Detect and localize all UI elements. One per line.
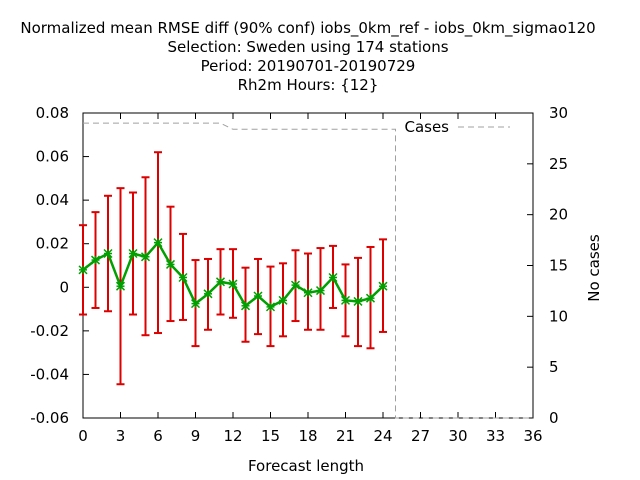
y-tick-label: 0 bbox=[59, 278, 69, 296]
data-point bbox=[115, 281, 126, 291]
y-tick-label: 0.06 bbox=[36, 148, 69, 166]
chart-title-line-1: Normalized mean RMSE diff (90% conf) iob… bbox=[20, 19, 595, 38]
x-tick-label: 9 bbox=[191, 427, 201, 445]
data-point bbox=[165, 259, 176, 269]
data-point bbox=[178, 272, 188, 283]
x-tick-label: 3 bbox=[116, 427, 126, 445]
x-tick-label: 24 bbox=[373, 427, 392, 445]
legend-label-cases: Cases bbox=[404, 118, 449, 136]
x-tick-label: 36 bbox=[523, 427, 542, 445]
cases-line bbox=[83, 122, 533, 419]
y-tick-label: 0.04 bbox=[36, 191, 69, 209]
y-tick-label: 0.08 bbox=[36, 104, 69, 122]
y2-tick-label: 10 bbox=[549, 307, 568, 325]
data-point bbox=[78, 265, 88, 275]
x-tick-label: 27 bbox=[411, 427, 430, 445]
x-tick-label: 33 bbox=[486, 427, 505, 445]
x-tick-label: 12 bbox=[223, 427, 242, 445]
data-point bbox=[290, 280, 301, 290]
y-tick-label: -0.02 bbox=[30, 322, 69, 340]
chart-title-line-2: Selection: Sweden using 174 stations bbox=[167, 38, 448, 56]
data-point bbox=[215, 277, 226, 287]
data-point bbox=[340, 295, 351, 305]
data-point bbox=[253, 291, 263, 301]
y2-tick-label: 30 bbox=[549, 104, 568, 122]
data-point bbox=[265, 302, 276, 312]
data-point bbox=[353, 296, 363, 306]
x-tick-label: 15 bbox=[261, 427, 280, 445]
data-point bbox=[303, 288, 313, 298]
y-tick-label: -0.06 bbox=[30, 409, 69, 427]
y-tick-label: -0.04 bbox=[30, 365, 69, 383]
x-tick-label: 30 bbox=[448, 427, 467, 445]
data-point bbox=[190, 299, 201, 309]
data-point bbox=[203, 289, 213, 299]
y2-axis-label: No cases bbox=[585, 234, 603, 302]
y2-tick-label: 25 bbox=[549, 155, 568, 173]
rmse-diff-markers bbox=[78, 238, 388, 312]
data-point bbox=[240, 301, 251, 311]
y2-tick-label: 20 bbox=[549, 206, 568, 224]
data-point bbox=[153, 238, 163, 248]
data-point bbox=[228, 279, 238, 289]
data-point bbox=[140, 252, 151, 262]
y2-tick-label: 0 bbox=[549, 409, 559, 427]
data-point bbox=[328, 272, 338, 283]
data-point bbox=[378, 281, 388, 291]
y2-tick-label: 15 bbox=[549, 257, 568, 275]
cases-series bbox=[83, 122, 533, 419]
data-point bbox=[278, 295, 288, 305]
chart-title-line-4: Rh2m Hours: {12} bbox=[238, 76, 379, 94]
x-tick-label: 21 bbox=[336, 427, 355, 445]
axes: 0 3 6 9 12 15 18 21 24 27 30 33 360.080.060.040.020-… bbox=[30, 104, 568, 445]
x-tick-label: 0 bbox=[78, 427, 88, 445]
y2-tick-label: 5 bbox=[549, 358, 559, 376]
data-point bbox=[103, 248, 113, 259]
legend: Cases bbox=[404, 118, 510, 136]
chart-title-line-3: Period: 20190701-20190729 bbox=[201, 57, 416, 75]
data-point bbox=[90, 255, 101, 265]
x-tick-label: 6 bbox=[153, 427, 163, 445]
data-point bbox=[128, 248, 138, 259]
y-tick-label: 0.02 bbox=[36, 235, 69, 253]
x-axis-label: Forecast length bbox=[248, 457, 364, 475]
data-point bbox=[365, 293, 376, 303]
data-point bbox=[315, 286, 326, 296]
x-tick-label: 18 bbox=[298, 427, 317, 445]
